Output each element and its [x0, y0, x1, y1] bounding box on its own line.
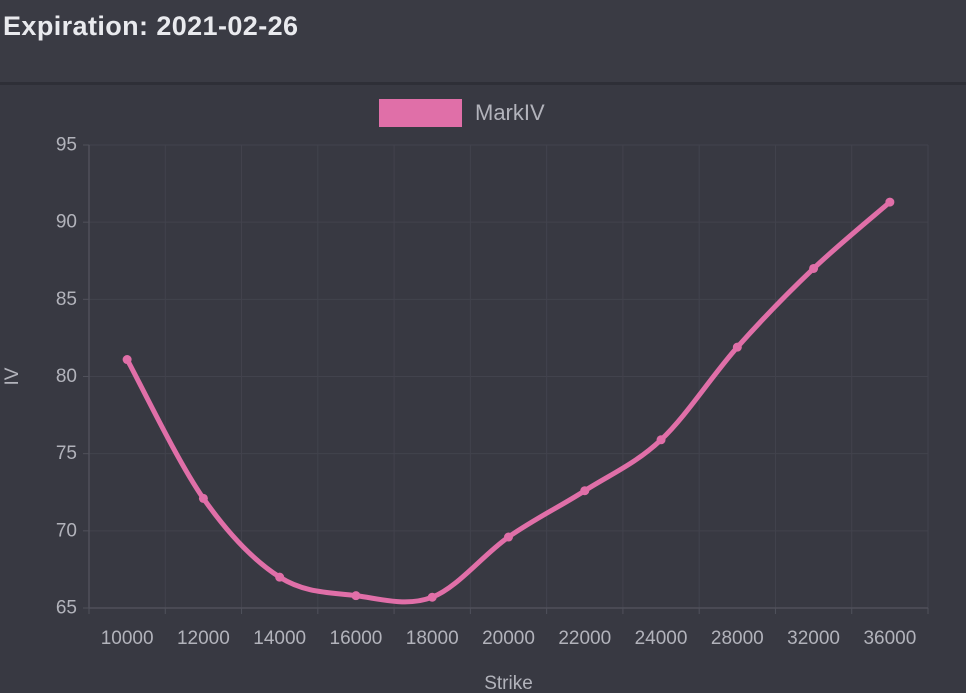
svg-text:95: 95 [56, 135, 77, 156]
axes [83, 144, 929, 614]
data-points[interactable] [122, 197, 895, 602]
data-point-28000[interactable] [732, 342, 742, 352]
data-point-16000[interactable] [351, 591, 361, 601]
svg-text:20000: 20000 [482, 628, 535, 649]
data-point-10000[interactable] [122, 355, 132, 365]
data-point-14000[interactable] [275, 572, 285, 582]
svg-text:28000: 28000 [711, 628, 764, 649]
gridlines [88, 144, 929, 609]
svg-text:10000: 10000 [101, 628, 154, 649]
legend-item-markiv[interactable]: MarkIV [379, 99, 545, 127]
data-point-32000[interactable] [809, 263, 819, 273]
data-point-22000[interactable] [580, 486, 590, 496]
data-point-36000[interactable] [885, 197, 895, 207]
svg-text:80: 80 [56, 366, 77, 387]
data-point-20000[interactable] [504, 532, 513, 542]
chart-region: MarkIV 65 70 75 80 85 90 95 10000 12000 14000 1600… [0, 85, 966, 693]
svg-text:36000: 36000 [863, 628, 916, 649]
legend-swatch [379, 99, 462, 127]
svg-text:65: 65 [56, 598, 77, 619]
data-point-18000[interactable] [427, 592, 437, 602]
axis-labels: 65 70 75 80 85 90 95 10000 12000 14000 16000 18000 2… [2, 135, 916, 693]
x-axis-title: Strike [484, 673, 533, 693]
svg-text:32000: 32000 [787, 628, 840, 649]
y-axis-title: IV [2, 367, 23, 385]
legend-label: MarkIV [475, 100, 545, 125]
data-point-12000[interactable] [198, 493, 208, 503]
svg-text:70: 70 [56, 520, 77, 541]
header: Expiration: 2021-02-26 [0, 0, 966, 85]
svg-text:12000: 12000 [177, 628, 230, 649]
svg-text:18000: 18000 [406, 628, 459, 649]
svg-text:75: 75 [56, 443, 77, 464]
iv-line-chart[interactable]: 65 70 75 80 85 90 95 10000 12000 14000 16000 18000 2… [0, 85, 966, 693]
svg-text:85: 85 [56, 289, 77, 310]
page-title: Expiration: 2021-02-26 [3, 11, 299, 41]
svg-text:14000: 14000 [253, 628, 306, 649]
svg-text:24000: 24000 [635, 628, 688, 649]
svg-text:22000: 22000 [558, 628, 611, 649]
svg-text:16000: 16000 [330, 628, 383, 649]
legend: MarkIV [379, 99, 545, 127]
svg-text:90: 90 [56, 212, 77, 233]
data-point-24000[interactable] [656, 435, 666, 445]
